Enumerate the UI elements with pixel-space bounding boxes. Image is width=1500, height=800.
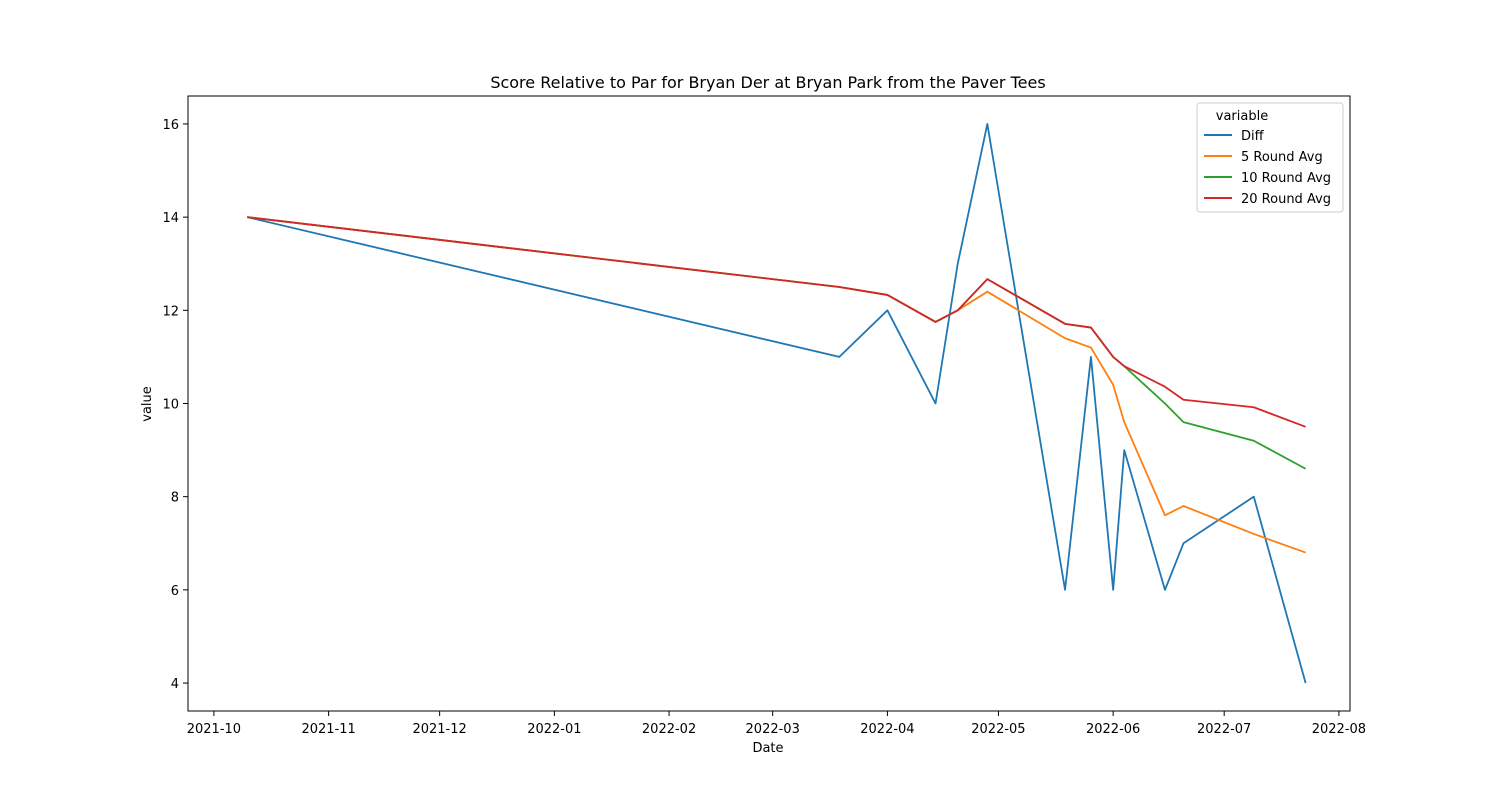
x-tick-label: 2021-12 <box>412 722 466 737</box>
legend-box <box>1196 102 1344 213</box>
y-axis-label: value <box>140 386 155 422</box>
y-tick-label: 4 <box>171 677 179 692</box>
legend: variable Diff 5 Round Avg 10 Round Avg 20 R… <box>1196 102 1344 213</box>
plot-area <box>187 95 1351 712</box>
legend-label-5-round-avg: 5 Round Avg <box>1241 150 1323 165</box>
x-tick-label: 2022-01 <box>527 722 581 737</box>
x-tick-label: 2022-08 <box>1312 722 1366 737</box>
series-line-diff <box>247 123 1307 684</box>
legend-title: variable <box>1216 109 1268 124</box>
x-tick-label: 2022-02 <box>642 722 696 737</box>
x-axis-label: Date <box>752 741 783 756</box>
y-axis: 4 6 8 10 12 14 16 <box>162 118 188 692</box>
x-axis: 2021-10 2021-11 2021-12 2022-01 2022-02 2022-… <box>187 711 1366 737</box>
y-tick-label: 10 <box>162 398 179 413</box>
x-tick-label: 2022-07 <box>1197 722 1251 737</box>
y-tick-label: 8 <box>171 491 179 506</box>
legend-label-20-round-avg: 20 Round Avg <box>1241 192 1331 207</box>
x-tick-label: 2022-05 <box>971 722 1025 737</box>
legend-items: Diff 5 Round Avg 10 Round Avg 20 Round Avg <box>1204 129 1331 207</box>
series-layer <box>247 123 1307 684</box>
y-tick-label: 6 <box>171 584 179 599</box>
legend-label-10-round-avg: 10 Round Avg <box>1241 171 1331 186</box>
x-tick-label: 2022-04 <box>860 722 914 737</box>
x-tick-label: 2021-11 <box>301 722 355 737</box>
legend-label-diff: Diff <box>1241 129 1265 144</box>
y-tick-label: 14 <box>162 211 179 226</box>
series-line-5-round-avg <box>247 216 1306 554</box>
x-tick-label: 2021-10 <box>187 722 241 737</box>
chart-title: Score Relative to Par for Bryan Der at B… <box>490 73 1045 92</box>
x-tick-label: 2022-06 <box>1086 722 1140 737</box>
x-tick-label: 2022-03 <box>746 722 800 737</box>
y-tick-label: 16 <box>162 118 179 133</box>
y-tick-label: 12 <box>162 304 179 319</box>
series-line-20-round-avg <box>247 216 1306 428</box>
